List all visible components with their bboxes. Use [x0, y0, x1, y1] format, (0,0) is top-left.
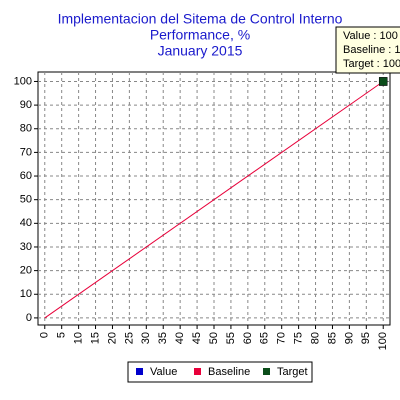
- series-line: [44, 81, 384, 319]
- x-tick-label: 65: [259, 332, 271, 344]
- x-tick-label: 0: [39, 332, 51, 338]
- x-tick-label: 40: [174, 332, 186, 344]
- chart-title: January 2015: [158, 43, 243, 59]
- legend-label: Target: [277, 366, 308, 378]
- y-tick-label: 10: [20, 288, 32, 300]
- x-tick-label: 100: [377, 332, 389, 350]
- x-tick-label: 15: [89, 332, 101, 344]
- chart-title: Performance, %: [150, 27, 250, 43]
- tooltip-text: Value : 100: [343, 30, 398, 42]
- tooltip-text: Target : 100: [343, 58, 400, 70]
- y-tick-label: 70: [20, 146, 32, 158]
- series-point: [378, 77, 388, 86]
- x-tick-label: 35: [157, 332, 169, 344]
- x-tick-label: 45: [191, 332, 203, 344]
- x-tick-label: 70: [276, 332, 288, 344]
- x-tick-label: 30: [140, 332, 152, 344]
- legend-swatch: [194, 368, 201, 375]
- legend-swatch: [263, 368, 270, 375]
- y-tick-label: 90: [20, 99, 32, 111]
- x-tick-label: 60: [242, 332, 254, 344]
- x-tick-label: 75: [293, 332, 305, 344]
- tooltip-text: Baseline : 100: [343, 44, 400, 56]
- y-tick-label: 50: [20, 194, 32, 206]
- y-tick-label: 30: [20, 241, 32, 253]
- legend: [127, 361, 313, 383]
- y-tick-label: 100: [14, 75, 32, 87]
- legend-label: Value: [150, 366, 177, 378]
- x-tick-label: 10: [73, 332, 85, 344]
- y-tick-label: 40: [20, 217, 32, 229]
- x-tick-label: 85: [326, 332, 338, 344]
- x-tick-label: 50: [208, 332, 220, 344]
- tooltip: [335, 26, 400, 74]
- y-tick-label: 0: [26, 312, 32, 324]
- x-tick-label: 90: [343, 332, 355, 344]
- y-tick-label: 80: [20, 123, 32, 135]
- x-tick-label: 80: [309, 332, 321, 344]
- legend-label: Baseline: [208, 366, 250, 378]
- y-tick-label: 20: [20, 265, 32, 277]
- chart-title: Implementacion del Sitema de Control Int…: [58, 11, 343, 27]
- legend-swatch: [136, 368, 143, 375]
- y-tick-label: 60: [20, 170, 32, 182]
- x-tick-label: 20: [106, 332, 118, 344]
- x-tick-label: 55: [225, 332, 237, 344]
- x-tick-label: 5: [56, 332, 68, 338]
- x-tick-label: 95: [360, 332, 372, 344]
- x-tick-label: 25: [123, 332, 135, 344]
